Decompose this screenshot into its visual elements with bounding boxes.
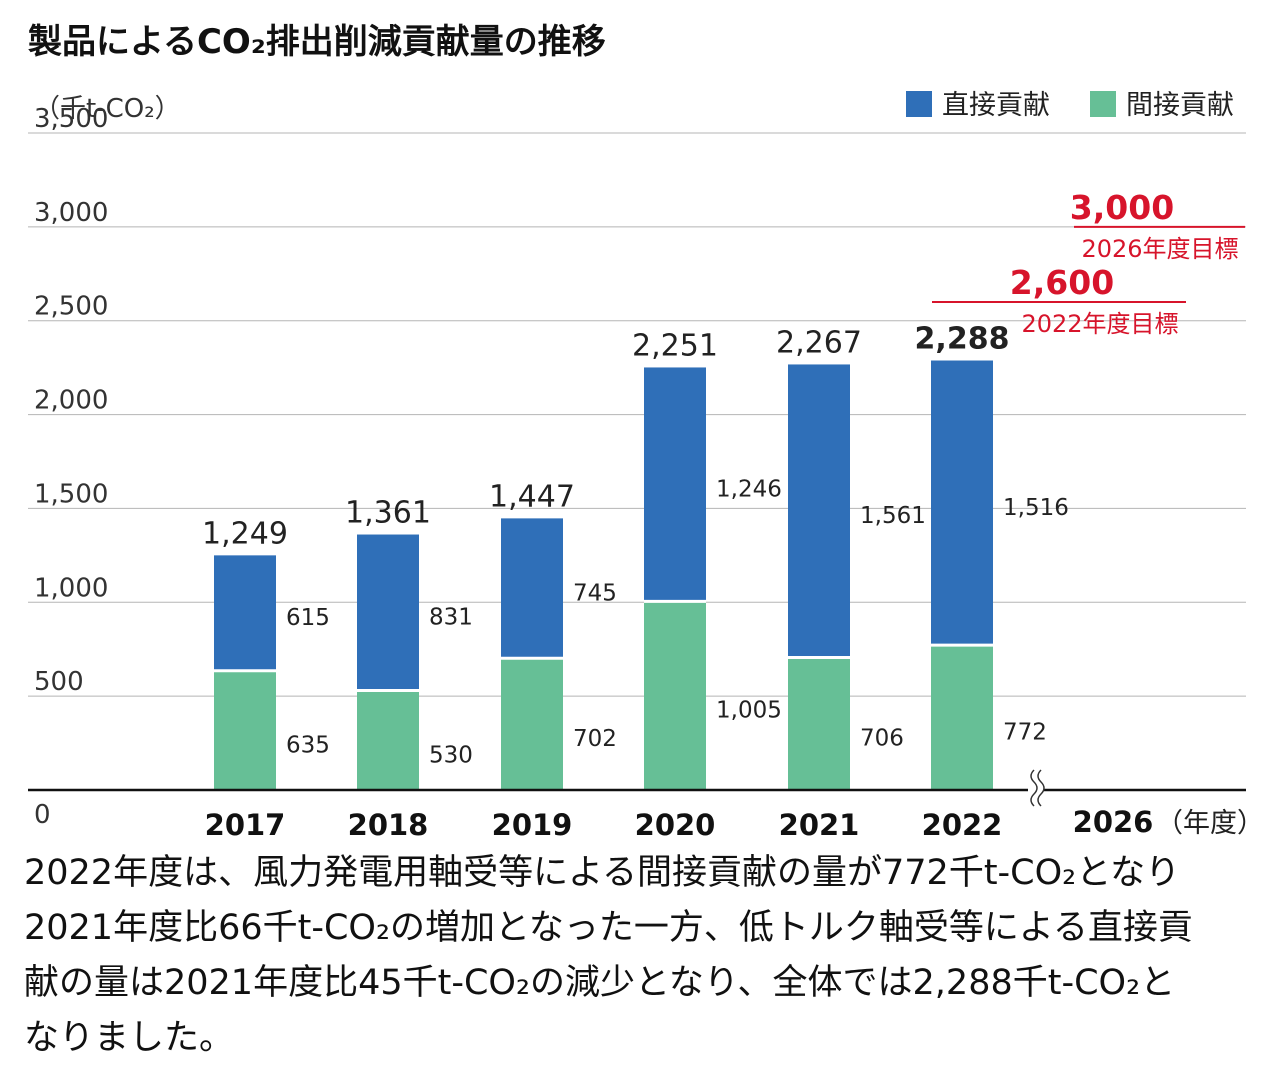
y-tick-label: 1,000 [34, 573, 108, 603]
bar-segment-direct [644, 367, 706, 602]
value-label-indirect: 635 [286, 732, 330, 758]
description-text: 2022年度は、風力発電用軸受等による間接貢献の量が772千t-CO₂となり 2… [24, 846, 1264, 1066]
total-label: 1,361 [345, 496, 431, 531]
total-label: 1,447 [489, 479, 575, 514]
target-caption: 2022年度目標 [1021, 310, 1178, 338]
axis-break-mark [1037, 769, 1045, 807]
bar-segment-direct [931, 360, 993, 646]
x-category-label: 2020 [635, 808, 716, 842]
value-label-indirect: 1,005 [716, 698, 782, 724]
value-label-direct: 1,516 [1003, 495, 1069, 521]
value-label-direct: 745 [573, 580, 617, 606]
value-label-indirect: 530 [429, 742, 473, 768]
y-tick-label: 2,500 [34, 292, 108, 322]
bar-segment-direct [788, 364, 850, 658]
target-value-label: 2,600 [1010, 263, 1114, 302]
y-tick-label: 1,500 [34, 479, 108, 509]
value-label-direct: 831 [429, 605, 473, 631]
target-value-label: 3,000 [1070, 188, 1174, 227]
total-label: 1,249 [202, 516, 288, 551]
bar-segment-indirect [214, 670, 276, 790]
y-unit-label: （千t-CO₂） [34, 94, 181, 124]
axis-break-mark [1030, 769, 1038, 807]
description-line: 2022年度は、風力発電用軸受等による間接貢献の量が772千t-CO₂となり [24, 853, 1181, 893]
x-category-label: 2019 [492, 808, 573, 842]
legend-swatch [906, 91, 932, 117]
bar-segment-direct [214, 555, 276, 671]
x-category-label: 2017 [205, 808, 286, 842]
legend-swatch [1090, 91, 1116, 117]
bar-segment-direct [501, 518, 563, 659]
value-label-indirect: 772 [1003, 720, 1047, 746]
y-tick-label: 3,500 [34, 104, 108, 134]
bar-segment-indirect [644, 601, 706, 790]
x-category-label-2026: 2026 [1073, 805, 1154, 839]
description-line: 2021年度比66千t-CO₂の増加となった一方、低トルク軸受等による直接貢 [24, 908, 1193, 948]
y-tick-label: 2,000 [34, 386, 108, 416]
bar-segment-indirect [501, 658, 563, 790]
x-unit-label: （年度） [1156, 808, 1264, 839]
legend-label: 直接貢献 [942, 90, 1050, 121]
x-category-label: 2021 [779, 808, 860, 842]
value-label-direct: 1,246 [716, 476, 782, 502]
target-caption: 2026年度目標 [1081, 235, 1238, 263]
value-label-indirect: 706 [860, 726, 904, 752]
bar-segment-indirect [357, 690, 419, 790]
total-label: 2,251 [632, 328, 718, 363]
x-category-label: 2022 [922, 808, 1003, 842]
y-tick-label: 3,000 [34, 198, 108, 228]
description-line: 献の量は2021年度比45千t-CO₂の減少となり、全体では2,288千t-CO… [24, 963, 1176, 1003]
y-tick-label: 500 [34, 667, 84, 697]
value-label-direct: 1,561 [860, 503, 926, 529]
total-label: 2,267 [776, 325, 862, 360]
total-label: 2,288 [915, 322, 1010, 357]
description-line: なりました。 [24, 1018, 235, 1058]
value-label-indirect: 702 [573, 726, 617, 752]
legend-label: 間接貢献 [1126, 90, 1234, 121]
x-category-label: 2018 [348, 808, 429, 842]
bar-segment-direct [357, 534, 419, 691]
stacked-bar-chart: 0 500 1,000 1,500 2,000 2,500 3,000 3,500（千t-CO… [28, 90, 1264, 842]
bar-segment-indirect [931, 645, 993, 790]
y-tick-label: 0 [34, 800, 51, 830]
value-label-direct: 615 [286, 605, 330, 631]
bar-segment-indirect [788, 657, 850, 790]
chart-title: 製品によるCO₂排出削減貢献量の推移 [28, 22, 606, 62]
